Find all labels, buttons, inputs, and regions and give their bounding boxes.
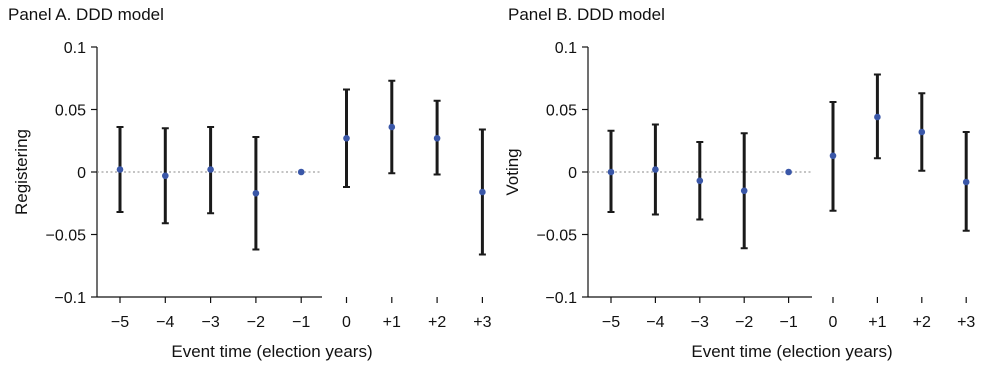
x-tick-label: −1 (779, 314, 797, 331)
chart-panel-b: Panel B. DDD model 0.1 0.05 0 −0.05 −0.1 −5 −4 −… (503, 5, 975, 361)
point-estimate (388, 123, 396, 131)
y-tick-label: −0.1 (545, 290, 577, 307)
x-tick-label: −5 (111, 314, 129, 331)
panel-title: Panel B. DDD model (508, 5, 665, 24)
point-estimate (652, 166, 659, 173)
x-tick-label: 0 (829, 314, 838, 331)
point-estimate (343, 134, 350, 142)
x-tick-label: +2 (428, 314, 446, 331)
chart-panel-a: Panel A. DDD model 0.1 0.05 0 −0.05 −0.1 −5 −4 −… (8, 5, 492, 361)
y-tick-label: 0 (568, 165, 577, 182)
point-estimate (252, 189, 260, 197)
point-estimate (607, 168, 615, 176)
x-tick-label: −2 (247, 314, 265, 331)
x-tick-label: −3 (201, 314, 219, 331)
x-tick-label: +1 (383, 314, 401, 331)
y-tick-label: −0.1 (54, 290, 86, 307)
y-tick-label: 0.05 (546, 103, 577, 120)
point-estimate (829, 152, 837, 160)
y-tick-label: 0 (77, 165, 86, 182)
x-axis-label: Event time (election years) (171, 342, 372, 361)
point-estimate (785, 168, 792, 176)
x-tick-label: −4 (156, 314, 174, 331)
y-axis-label: Voting (503, 148, 522, 195)
x-tick-label: −3 (691, 314, 709, 331)
point-estimate (297, 168, 305, 176)
x-tick-label: −4 (646, 314, 664, 331)
x-tick-label: −1 (292, 314, 310, 331)
point-estimate (116, 166, 124, 173)
x-tick-label: +3 (473, 314, 491, 331)
point-estimate (918, 128, 926, 136)
x-tick-label: +1 (868, 314, 886, 331)
point-estimate (874, 113, 881, 121)
point-estimate (207, 166, 214, 173)
y-tick-label: 0.1 (555, 40, 577, 57)
point-estimate (162, 172, 169, 180)
y-tick-label: −0.05 (46, 228, 87, 245)
point-estimate (433, 134, 441, 142)
x-tick-label: +3 (957, 314, 975, 331)
x-tick-label: +2 (913, 314, 931, 331)
y-tick-label: −0.05 (537, 228, 578, 245)
panel-title: Panel A. DDD model (8, 5, 164, 24)
point-estimate (696, 177, 704, 185)
y-axis-label: Registering (12, 129, 31, 215)
y-tick-label: 0.05 (55, 103, 86, 120)
point-estimate (740, 187, 748, 195)
point-estimate (479, 188, 486, 196)
x-tick-label: −2 (735, 314, 753, 331)
point-estimate (962, 178, 970, 186)
y-tick-label: 0.1 (64, 40, 86, 57)
x-axis-label: Event time (election years) (691, 342, 892, 361)
x-tick-label: −5 (602, 314, 620, 331)
x-tick-label: 0 (342, 314, 351, 331)
